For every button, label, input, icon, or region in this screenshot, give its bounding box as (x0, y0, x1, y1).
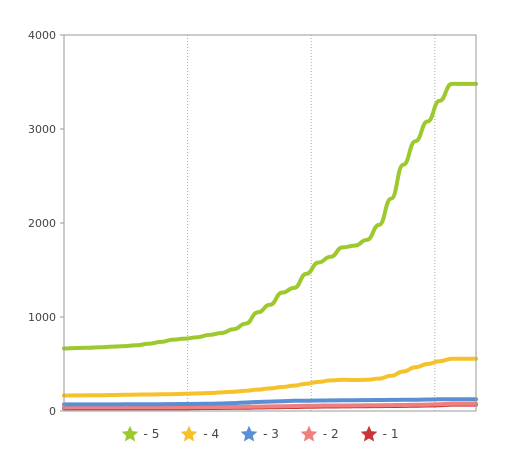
star-shape (240, 425, 258, 442)
chart-grid (187, 35, 436, 411)
y-tick-label: 1000 (28, 311, 56, 324)
plot-area-border (63, 34, 477, 412)
legend-item-3[interactable]: - 3 (239, 424, 279, 444)
star-icon (121, 425, 138, 442)
series-line-2 (62, 401, 478, 410)
y-tick-label: 0 (49, 405, 56, 418)
star-shape (360, 425, 378, 442)
y-tick-label: 3000 (28, 123, 56, 136)
legend-item-4[interactable]: - 4 (179, 424, 219, 444)
series-line-3 (62, 397, 478, 407)
legend-label: - 2 (322, 427, 339, 441)
star-shape (121, 425, 138, 442)
legend-label: - 5 (143, 427, 160, 441)
chart-legend: - 5 - 4 - 3 - 2 - 1 (0, 424, 518, 444)
chart-lines (62, 81, 478, 411)
star-icon (360, 425, 378, 442)
star-icon (180, 425, 198, 442)
y-axis-ticks: 0 1000 2000 3000 4000 (28, 29, 64, 418)
line-chart: 0 1000 2000 3000 4000 (28, 29, 478, 418)
legend-item-1[interactable]: - 1 (359, 424, 399, 444)
legend-label: - 4 (203, 427, 220, 441)
legend-item-2[interactable]: - 2 (299, 424, 339, 444)
legend-label: - 1 (382, 427, 399, 441)
star-shape (180, 425, 198, 442)
series-line-5 (62, 81, 478, 351)
legend-item-5[interactable]: - 5 (120, 424, 160, 444)
star-icon (240, 425, 258, 442)
legend-label: - 3 (263, 427, 279, 441)
star-shape (300, 425, 318, 442)
y-tick-label: 4000 (28, 29, 56, 42)
series-line-4 (62, 356, 478, 398)
y-tick-label: 2000 (28, 217, 56, 230)
star-icon (300, 425, 318, 442)
